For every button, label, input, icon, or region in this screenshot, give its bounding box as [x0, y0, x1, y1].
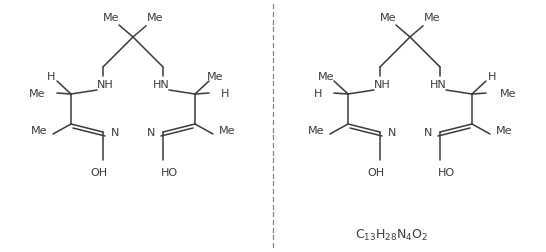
Text: NH: NH [373, 80, 390, 90]
Text: Me: Me [380, 13, 396, 23]
Text: Me: Me [500, 89, 517, 99]
Text: Me: Me [207, 72, 223, 82]
Text: HN: HN [430, 80, 447, 90]
Text: HO: HO [161, 167, 177, 177]
Text: H: H [221, 89, 229, 99]
Text: N: N [424, 128, 432, 137]
Text: Me: Me [424, 13, 440, 23]
Text: Me: Me [147, 13, 163, 23]
Text: OH: OH [367, 167, 384, 177]
Text: H: H [488, 72, 496, 82]
Text: Me: Me [307, 125, 324, 136]
Text: Me: Me [28, 89, 45, 99]
Text: Me: Me [103, 13, 119, 23]
Text: HN: HN [153, 80, 169, 90]
Text: Me: Me [219, 125, 235, 136]
Text: C$_{13}$H$_{28}$N$_{4}$O$_{2}$: C$_{13}$H$_{28}$N$_{4}$O$_{2}$ [355, 227, 428, 242]
Text: HO: HO [437, 167, 455, 177]
Text: OH: OH [91, 167, 108, 177]
Text: Me: Me [318, 72, 334, 82]
Text: H: H [47, 72, 55, 82]
Text: N: N [147, 128, 155, 137]
Text: NH: NH [97, 80, 114, 90]
Text: N: N [111, 128, 120, 137]
Text: N: N [388, 128, 396, 137]
Text: Me: Me [496, 125, 513, 136]
Text: Me: Me [31, 125, 47, 136]
Text: H: H [313, 89, 322, 99]
